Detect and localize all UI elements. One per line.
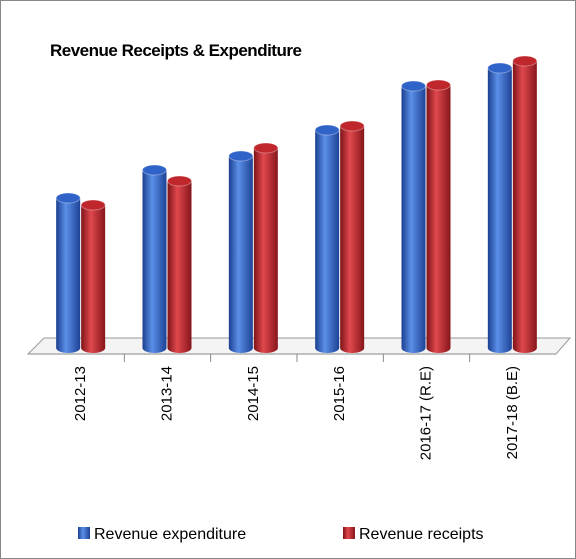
bar-cap: [314, 124, 340, 136]
bar: [401, 86, 426, 348]
bar: [315, 130, 340, 348]
bar-cap: [487, 62, 513, 74]
bar-cap: [167, 175, 192, 187]
bar: [487, 68, 512, 348]
bar: [81, 205, 106, 348]
bar: [167, 181, 192, 348]
chart-title: Revenue Receipts & Expenditure: [50, 41, 301, 60]
bar: [512, 61, 537, 348]
x-tick-label: 2012-13: [72, 366, 89, 421]
bar-cap: [55, 192, 81, 204]
bar: [426, 85, 451, 348]
bar-cap: [512, 55, 538, 67]
x-tick-label: 2016-17 (R.E): [417, 366, 434, 460]
bar: [340, 126, 365, 348]
bar: [228, 156, 253, 348]
bar: [142, 170, 167, 348]
bar-cap: [426, 79, 451, 91]
x-tick-label: 2015-16: [331, 366, 348, 421]
bar: [56, 198, 81, 348]
legend-swatch: [343, 527, 355, 539]
bar-cap: [253, 142, 279, 154]
bar-cap: [228, 150, 254, 162]
bar-cap: [401, 80, 426, 92]
bar-cap: [80, 199, 106, 211]
x-tick-label: 2013-14: [158, 366, 175, 421]
legend-label: Revenue receipts: [359, 526, 484, 543]
bar-cap: [142, 164, 167, 176]
bar-cap: [339, 120, 365, 132]
legend-label: Revenue expenditure: [94, 526, 246, 543]
x-tick-label: 2017-18 (B.E): [504, 366, 521, 459]
bar: [253, 148, 278, 348]
x-tick-label: 2014-15: [245, 366, 262, 421]
legend-swatch: [78, 527, 90, 539]
